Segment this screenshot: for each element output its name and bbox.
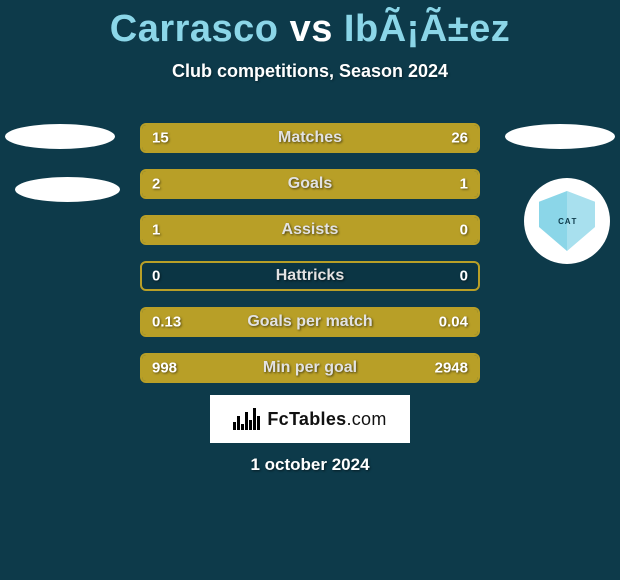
player1-club-avatar	[15, 177, 120, 202]
brand-name: FcTables	[267, 409, 346, 429]
brand-badge[interactable]: FcTables.com	[210, 395, 410, 443]
stat-row: 0.130.04Goals per match	[140, 307, 480, 337]
stat-row: 21Goals	[140, 169, 480, 199]
stat-label: Matches	[142, 129, 478, 147]
stat-label: Hattricks	[142, 267, 478, 285]
brand-ext: .com	[346, 409, 386, 429]
brand-bars-icon	[233, 408, 261, 430]
date-text: 1 october 2024	[0, 455, 620, 475]
page-title: Carrasco vs IbÃ¡Ã±ez	[0, 0, 620, 51]
stat-row: 9982948Min per goal	[140, 353, 480, 383]
stat-label: Min per goal	[142, 359, 478, 377]
club-shield-letters: C A T	[539, 191, 595, 251]
player2-avatar	[505, 124, 615, 149]
player1-name: Carrasco	[110, 8, 279, 50]
stat-row: 10Assists	[140, 215, 480, 245]
player2-name: IbÃ¡Ã±ez	[344, 8, 510, 50]
player2-club-badge: C A T	[524, 178, 610, 264]
brand-text: FcTables.com	[267, 409, 386, 430]
stat-label: Goals	[142, 175, 478, 193]
vs-text: vs	[290, 8, 333, 50]
stat-label: Assists	[142, 221, 478, 239]
player1-avatar	[5, 124, 115, 149]
stat-row: 1526Matches	[140, 123, 480, 153]
subtitle: Club competitions, Season 2024	[0, 61, 620, 82]
club-shield: C A T	[539, 191, 595, 251]
stat-row: 00Hattricks	[140, 261, 480, 291]
stat-label: Goals per match	[142, 313, 478, 331]
stats-container: 1526Matches 21Goals 10Assists 00Hattricks 0.…	[140, 123, 480, 399]
